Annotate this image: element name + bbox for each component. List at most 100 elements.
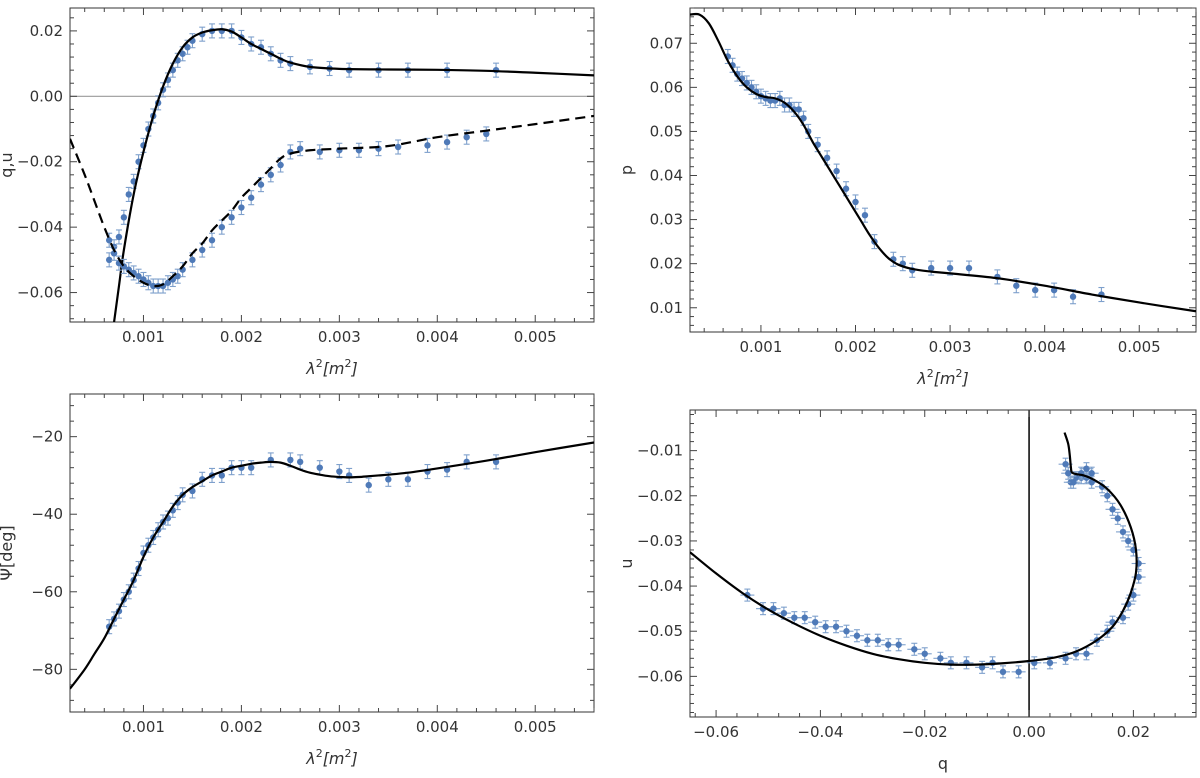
- data-point: [1124, 537, 1132, 545]
- data-point: [105, 237, 113, 244]
- data-point: [424, 142, 431, 149]
- data-point: [189, 256, 196, 264]
- data-point: [150, 282, 157, 290]
- data-point: [248, 194, 255, 201]
- data-point: [1069, 293, 1077, 300]
- data-point: [199, 246, 206, 254]
- x-tick-label: −0.02: [902, 723, 948, 741]
- plot-frame: [69, 393, 595, 713]
- data-point: [780, 609, 788, 617]
- y-tick-label: −0.04: [17, 218, 63, 236]
- x-tick-label: 0.003: [318, 718, 361, 736]
- x-tick-label: 0.001: [739, 338, 782, 356]
- data-point: [1088, 470, 1095, 477]
- x-tick-label: 0.005: [514, 718, 557, 736]
- data-point: [1065, 470, 1072, 477]
- data-point: [463, 134, 470, 141]
- data-point: [277, 161, 284, 169]
- data-point: [385, 476, 392, 483]
- data-point: [864, 637, 871, 644]
- y-tick-label: 0.06: [650, 78, 683, 96]
- x-axis-label: λ2[m2]: [916, 367, 969, 388]
- x-tick-label: −0.06: [693, 723, 739, 741]
- series-1: [690, 432, 1146, 679]
- data-point: [483, 130, 490, 138]
- data-point: [164, 279, 172, 286]
- y-tick-label: −40: [31, 505, 63, 523]
- y-tick-label: −0.02: [17, 153, 63, 171]
- x-tick-label: 0.001: [122, 328, 165, 346]
- data-point: [125, 191, 132, 198]
- y-axis-label: p: [617, 165, 636, 175]
- data-point: [842, 185, 850, 192]
- y-tick-label: 0.04: [650, 167, 683, 185]
- x-tick-label: −0.04: [797, 723, 843, 741]
- data-point: [394, 143, 402, 151]
- data-point: [832, 623, 840, 630]
- y-tick-label: 0.07: [650, 34, 683, 52]
- plot-area: [70, 441, 594, 690]
- data-point: [874, 637, 881, 644]
- y-axis-label: Ψ[deg]: [0, 525, 16, 580]
- data-point: [208, 237, 216, 244]
- y-tick-label: 0.03: [650, 211, 683, 229]
- data-point: [218, 472, 226, 479]
- data-point: [218, 223, 226, 231]
- data-point: [228, 214, 235, 221]
- x-axis-label: λ2[m2]: [305, 357, 358, 378]
- data-point: [120, 214, 128, 221]
- panel-psi: 0.001 0.002 0.003 0.004 0.005 −80 −60 −40 −20 λ2[…: [0, 393, 595, 768]
- series-1: [105, 23, 594, 322]
- data-point: [791, 614, 798, 621]
- data-point: [404, 476, 412, 483]
- y-tick-label: 0.05: [650, 122, 683, 140]
- y-tick-label: −0.05: [637, 622, 683, 640]
- y-tick-label: −60: [31, 583, 63, 601]
- data-point: [843, 628, 850, 635]
- data-point: [1015, 668, 1022, 676]
- data-point: [1046, 659, 1054, 667]
- x-tick-label: 0.003: [318, 328, 361, 346]
- data-point: [287, 456, 294, 464]
- model-curve: [70, 441, 594, 690]
- data-point: [115, 233, 123, 241]
- data-point: [833, 167, 840, 175]
- x-tick-label: 0.001: [122, 718, 165, 736]
- data-point: [1083, 465, 1090, 472]
- data-point: [1104, 492, 1111, 499]
- plot-frame: [689, 7, 1197, 333]
- data-point: [1083, 650, 1090, 657]
- data-point: [823, 154, 831, 162]
- x-tick-label: 0.002: [220, 718, 263, 736]
- data-point: [1135, 573, 1142, 581]
- plot-area: [690, 12, 1196, 313]
- x-axis-label: q: [938, 754, 948, 773]
- data-point: [365, 481, 372, 489]
- y-tick-label: 0.02: [30, 22, 63, 40]
- data-point: [822, 623, 829, 630]
- data-point: [927, 264, 935, 272]
- data-point: [1062, 655, 1069, 662]
- y-tick-label: −0.06: [17, 284, 63, 302]
- x-axis-label: λ2[m2]: [305, 747, 358, 768]
- x-tick-label: 0.002: [220, 328, 263, 346]
- y-axis-label: u: [617, 558, 636, 568]
- model-curve-dashed: [70, 114, 594, 288]
- series-1: [690, 12, 1196, 313]
- model-curve: [690, 12, 1196, 313]
- data-point: [267, 171, 274, 179]
- y-tick-label: −0.01: [637, 442, 683, 460]
- data-point: [1070, 479, 1077, 486]
- data-point: [296, 458, 304, 466]
- data-point: [937, 655, 944, 662]
- data-point: [1032, 286, 1039, 294]
- series-1: [70, 441, 594, 690]
- data-point: [296, 145, 304, 152]
- panel-p: 0.001 0.002 0.003 0.004 0.005 0.01 0.02 0.03 0.0…: [617, 7, 1197, 388]
- data-point: [443, 138, 451, 146]
- data-point: [767, 97, 774, 104]
- x-tick-label: 0.002: [834, 338, 877, 356]
- data-point: [1062, 460, 1069, 468]
- data-point: [801, 614, 808, 621]
